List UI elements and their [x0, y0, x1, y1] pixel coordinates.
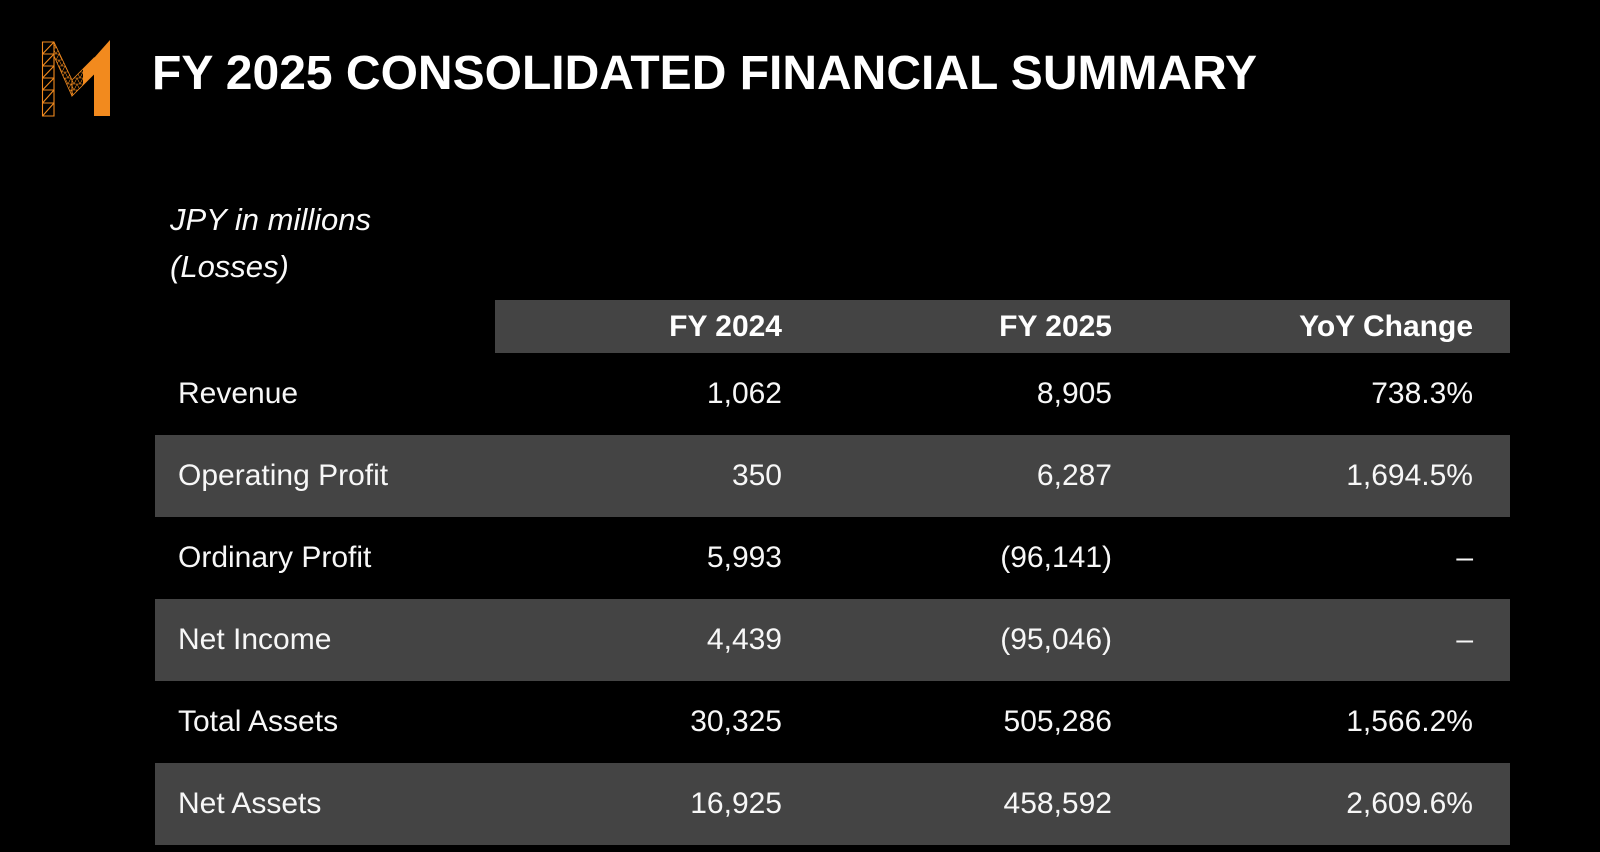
- fy2025-cell: (96,141): [1000, 541, 1112, 574]
- table-row: Revenue 1,062 8,905 738.3%: [155, 353, 1510, 435]
- units-note-line1: JPY in millions: [170, 202, 372, 237]
- fy2024-cell: 5,993: [706, 541, 782, 574]
- units-note: JPY in millions (Losses): [170, 196, 371, 290]
- table-row: Ordinary Profit 5,993 (96,141) –: [155, 517, 1510, 599]
- row-label-cell: Net Income: [178, 623, 332, 656]
- table-row: Net Income 4,439 (95,046) –: [155, 599, 1510, 681]
- row-label-cell: Total Assets: [178, 705, 339, 738]
- header-fy2024: FY 2024: [669, 309, 782, 343]
- row-label-cell: Net Assets: [178, 787, 322, 820]
- fy2024-cell: 16,925: [690, 787, 782, 820]
- yoy-cell: 1,566.2%: [1346, 705, 1473, 738]
- fy2025-cell: 458,592: [1003, 787, 1112, 820]
- fy2024-cell: 4,439: [706, 623, 782, 656]
- table-row: Net Assets 16,925 458,592 2,609.6%: [155, 763, 1510, 845]
- company-logo: [38, 36, 116, 118]
- units-note-line2: (Losses): [170, 249, 289, 284]
- fy2025-cell: 6,287: [1036, 459, 1112, 492]
- table-row: Total Assets 30,325 505,286 1,566.2%: [155, 681, 1510, 763]
- table-row: Operating Profit 350 6,287 1,694.5%: [155, 435, 1510, 517]
- yoy-cell: –: [1456, 541, 1473, 574]
- yoy-cell: 1,694.5%: [1346, 459, 1473, 492]
- table-header-row: FY 2024 FY 2025 YoY Change: [155, 300, 1510, 353]
- fy2025-cell: (95,046): [1000, 623, 1112, 656]
- financial-summary-table: FY 2024 FY 2025 YoY Change Revenue 1,062…: [155, 300, 1510, 845]
- row-label-cell: Operating Profit: [178, 459, 389, 492]
- fy2024-cell: 30,325: [690, 705, 782, 738]
- yoy-cell: –: [1456, 623, 1473, 656]
- row-label-cell: Revenue: [178, 377, 299, 410]
- header-fy2025: FY 2025: [999, 309, 1112, 343]
- fy2024-cell: 350: [731, 459, 782, 492]
- header-yoy-change: YoY Change: [1299, 309, 1473, 343]
- wireframe-m-icon: [41, 40, 110, 117]
- fy2025-cell: 505,286: [1003, 705, 1112, 738]
- page-title: FY 2025 CONSOLIDATED FINANCIAL SUMMARY: [152, 47, 1258, 100]
- row-label-cell: Ordinary Profit: [178, 541, 372, 574]
- fy2024-cell: 1,062: [706, 377, 782, 410]
- fy2025-cell: 8,905: [1036, 377, 1112, 410]
- yoy-cell: 2,609.6%: [1346, 787, 1473, 820]
- yoy-cell: 738.3%: [1371, 377, 1473, 410]
